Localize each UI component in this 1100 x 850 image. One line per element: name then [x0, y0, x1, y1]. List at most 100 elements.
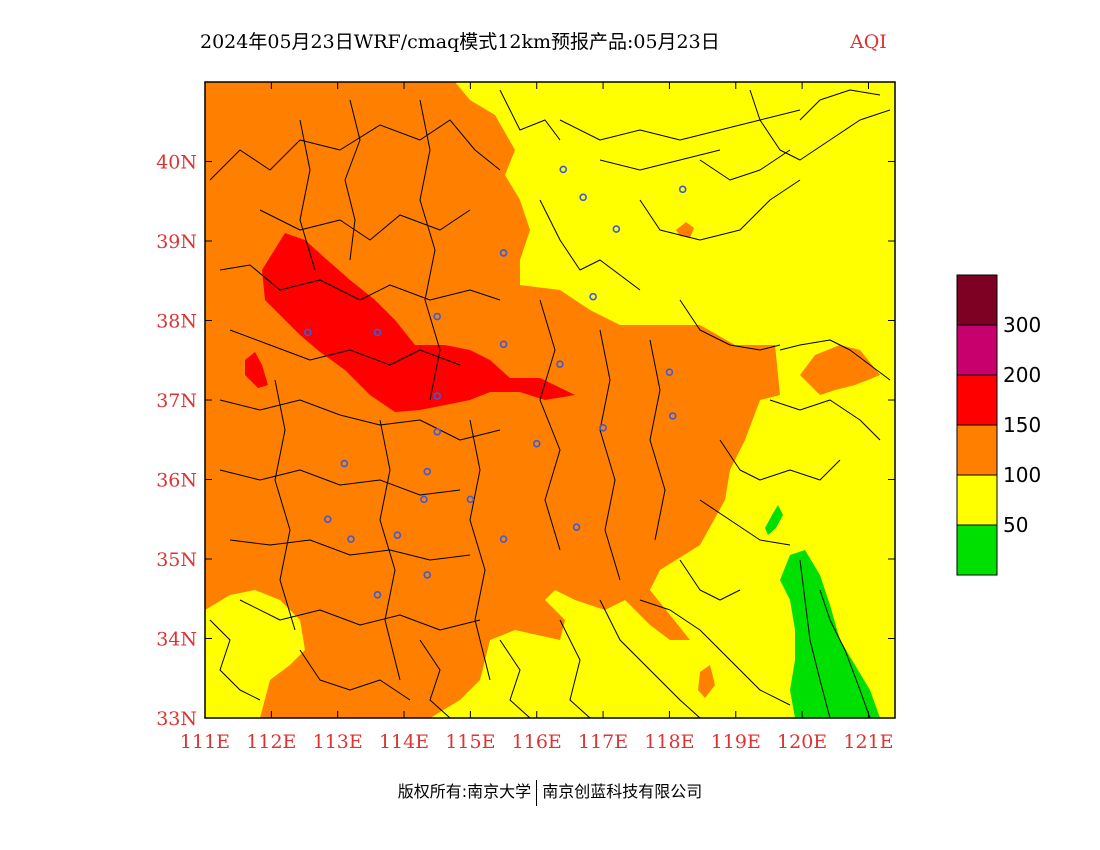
station-marker: [532, 439, 541, 448]
lon-tick-label: 113E: [313, 731, 363, 753]
aqi-region-red-spot: [245, 352, 268, 388]
station-marker: [572, 523, 581, 532]
boundary-line: [799, 559, 831, 718]
lat-tick-label: 38N: [156, 311, 197, 333]
boundary-line: [219, 469, 461, 496]
station-marker: [373, 328, 382, 337]
lon-tick-label: 117E: [578, 731, 628, 753]
boundary-line: [639, 179, 801, 241]
station-marker: [579, 193, 587, 202]
legend-label: 300: [1003, 313, 1041, 337]
boundary-line: [649, 339, 666, 541]
boundary-line: [379, 419, 401, 681]
latitude-axis: 33N 34N 35N 36N 37N 38N 39N 40N: [156, 152, 895, 730]
boundary-line: [819, 589, 871, 718]
boundary-line: [229, 329, 461, 366]
copyright-left: 版权所有:南京大学: [397, 782, 532, 801]
boundary-line: [259, 209, 471, 241]
lat-tick-label: 34N: [156, 629, 197, 651]
longitude-axis: 111E 112E 113E 114E 115E 116E 117E 118E 119E 120E…: [180, 82, 894, 753]
lon-tick-label: 120E: [777, 731, 827, 753]
lon-tick-label: 119E: [711, 731, 761, 753]
legend-swatch: [956, 524, 998, 576]
station-marker: [433, 392, 442, 400]
lon-tick-label: 116E: [512, 731, 562, 753]
boundary-line: [599, 329, 621, 581]
copyright-right: 南京创蓝科技有限公司: [542, 782, 703, 801]
station-marker: [556, 360, 564, 369]
map-title: 2024年05月23日WRF/cmaq模式12km预报产品:05月23日 AQI: [200, 31, 887, 53]
boundary-line: [599, 149, 721, 171]
station-marker: [668, 412, 677, 420]
lon-tick-label: 114E: [379, 731, 429, 753]
boundary-line: [539, 299, 561, 551]
boundary-line: [559, 619, 591, 718]
legend-swatch: [956, 374, 998, 426]
lat-tick-label: 40N: [156, 152, 197, 174]
station-marker: [589, 292, 597, 301]
boundary-line: [699, 499, 791, 546]
aqi-region-orange-spot-south: [698, 665, 715, 698]
boundary-line: [209, 619, 261, 701]
legend-swatch: [956, 424, 998, 476]
station-marker: [433, 427, 442, 436]
lon-tick-label: 121E: [843, 731, 893, 753]
boundary-line: [769, 399, 881, 441]
legend-label: 100: [1003, 463, 1041, 487]
boundary-line: [219, 399, 501, 441]
lon-tick-label: 111E: [180, 731, 230, 753]
legend-swatch: [956, 474, 998, 526]
lat-tick-label: 36N: [156, 470, 197, 492]
boundary-line: [299, 119, 316, 271]
station-marker: [499, 340, 508, 349]
lat-tick-label: 33N: [156, 708, 197, 730]
legend-label: 50: [1003, 513, 1028, 537]
boundary-line: [344, 99, 361, 261]
boundary-line: [469, 419, 491, 681]
station-marker: [423, 571, 432, 579]
station-marker: [466, 495, 475, 504]
boundary-line: [299, 649, 411, 701]
boundary-line: [499, 639, 531, 718]
station-marker: [612, 225, 621, 233]
station-marker: [559, 165, 568, 174]
lat-tick-label: 37N: [156, 390, 197, 412]
station-marker: [423, 467, 432, 476]
lon-tick-label: 112E: [246, 731, 296, 753]
station-marker: [393, 531, 402, 539]
boundary-line: [719, 439, 841, 481]
boundary-line: [209, 119, 501, 181]
boundary-line: [679, 299, 781, 351]
station-marker: [373, 590, 382, 599]
lon-tick-label: 118E: [644, 731, 694, 753]
boundary-line: [239, 599, 481, 631]
boundary-line: [679, 559, 741, 601]
aqi-field-layer: [205, 82, 895, 718]
title-main: 2024年05月23日WRF/cmaq模式12km预报产品:05月23日: [200, 31, 720, 53]
title-aqi-tag: AQI: [849, 31, 887, 53]
boundary-line: [779, 339, 891, 381]
province-county-boundaries: [209, 89, 891, 718]
legend-label: 150: [1003, 413, 1041, 437]
lat-tick-label: 35N: [156, 549, 197, 571]
station-marker: [420, 495, 428, 504]
boundary-line: [799, 89, 881, 121]
boundary-line: [419, 639, 451, 718]
legend-swatch: [956, 324, 998, 376]
legend-swatch: [956, 274, 998, 326]
boundary-line: [699, 149, 791, 181]
station-marker: [347, 535, 355, 543]
station-marker: [678, 185, 687, 194]
boundary-line: [419, 99, 441, 401]
station-marker: [433, 312, 442, 321]
legend-label: 200: [1003, 363, 1041, 387]
boundary-line: [229, 539, 471, 561]
boundary-line: [749, 89, 891, 161]
boundary-line: [599, 599, 701, 718]
station-marker: [599, 424, 607, 432]
aqi-region-green-spot: [765, 505, 783, 535]
boundary-line: [499, 89, 561, 141]
aqi-region-red: [262, 233, 575, 412]
